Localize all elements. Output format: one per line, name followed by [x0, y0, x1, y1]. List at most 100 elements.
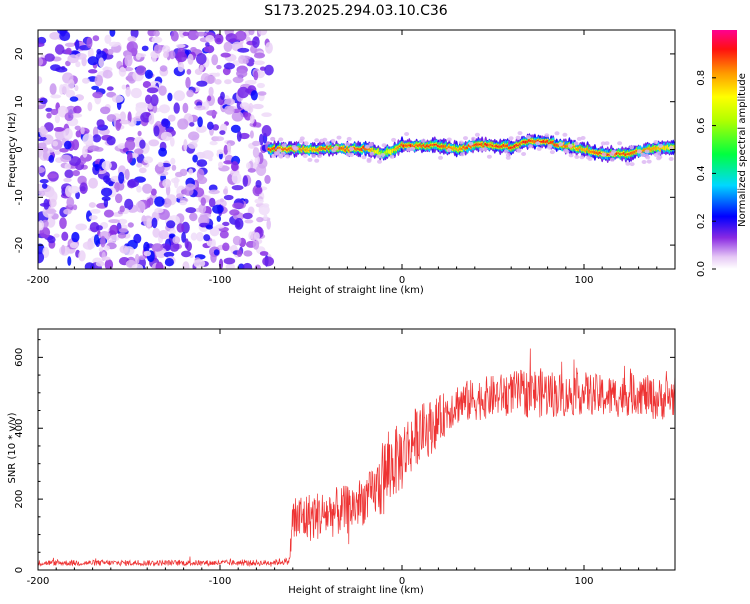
noise-speckle	[242, 262, 253, 269]
noise-speckle	[249, 114, 255, 124]
noise-speckle	[124, 54, 133, 67]
signal-halo	[564, 149, 570, 154]
noise-speckle	[141, 45, 149, 52]
noise-speckle	[124, 168, 130, 180]
noise-speckle	[262, 256, 274, 267]
signal-halo	[658, 143, 664, 148]
noise-speckle	[232, 235, 242, 246]
signal-halo	[554, 131, 560, 136]
noise-speckle	[98, 57, 104, 68]
signal-halo	[486, 154, 492, 159]
noise-speckle	[75, 191, 80, 200]
signal-halo	[349, 146, 354, 151]
noise-speckle	[103, 245, 110, 251]
signal-halo	[474, 132, 480, 137]
signal-halo	[438, 155, 443, 160]
noise-speckle	[181, 250, 192, 258]
noise-speckle	[136, 162, 143, 168]
noise-speckle	[167, 92, 173, 102]
noise-speckle	[223, 105, 235, 115]
noise-speckle	[198, 214, 210, 226]
noise-speckle	[239, 132, 250, 140]
noise-speckle	[49, 83, 57, 95]
noise-speckle	[72, 170, 80, 177]
noise-speckle	[109, 30, 116, 37]
snr-panel: -200 -100 0 100 0 200 400 600 Height of straigh…	[7, 328, 676, 596]
noise-speckle	[69, 96, 79, 102]
noise-speckle	[111, 94, 124, 103]
noise-speckle	[244, 79, 257, 85]
noise-speckle	[216, 149, 224, 155]
noise-speckle	[95, 225, 103, 231]
spectrogram-x-tick-label: -100	[209, 275, 232, 286]
spectrogram-y-tick-label: 0	[14, 146, 25, 152]
signal-halo	[285, 154, 291, 159]
noise-speckle	[187, 53, 194, 65]
noise-speckle	[39, 190, 46, 197]
spectrogram-x-tick-label: 100	[574, 275, 593, 286]
signal-halo	[278, 137, 284, 142]
noise-speckle	[162, 45, 171, 54]
noise-speckle	[208, 197, 216, 208]
noise-speckle	[118, 228, 129, 233]
snr-axes: -200 -100 0 100 0 200 400 600	[14, 329, 675, 587]
noise-speckle	[203, 46, 211, 53]
noise-speckle	[63, 177, 72, 183]
noise-speckle	[223, 257, 236, 265]
noise-speckle	[135, 65, 147, 76]
noise-speckle	[150, 188, 157, 196]
signal-halo	[601, 152, 607, 157]
noise-speckle	[68, 185, 80, 194]
signal-halo	[404, 132, 410, 136]
noise-speckle	[127, 222, 134, 228]
noise-speckle	[73, 105, 82, 114]
noise-speckle	[236, 100, 242, 110]
noise-speckle	[103, 198, 109, 208]
noise-speckle	[148, 197, 154, 206]
signal-halo	[646, 159, 652, 164]
noise-speckle	[264, 64, 274, 76]
signal-halo	[657, 155, 663, 160]
noise-speckle	[67, 256, 72, 266]
noise-speckle	[172, 236, 181, 244]
noise-speckle	[192, 154, 198, 163]
noise-speckle	[63, 128, 73, 140]
noise-speckle	[77, 175, 87, 185]
noise-speckle	[190, 232, 198, 241]
noise-speckle	[89, 222, 100, 233]
noise-speckle	[253, 52, 266, 59]
noise-speckle	[72, 204, 78, 211]
noise-speckle	[136, 53, 147, 58]
noise-speckle	[207, 95, 212, 102]
noise-speckle	[190, 47, 197, 52]
noise-speckle	[197, 116, 203, 128]
noise-speckle	[50, 108, 59, 116]
noise-speckle	[82, 241, 95, 250]
spectrogram-y-tick-label: 20	[14, 48, 25, 61]
signal-halo	[333, 145, 339, 150]
signal-halo	[574, 154, 580, 159]
noise-speckle	[196, 80, 208, 87]
signal-halo	[420, 138, 426, 143]
signal-halo	[459, 152, 465, 157]
noise-speckle	[224, 98, 236, 106]
noise-speckle	[116, 182, 125, 191]
noise-speckle	[43, 122, 54, 132]
snr-x-tick-label: -200	[27, 576, 50, 587]
noise-speckle	[64, 112, 74, 121]
noise-speckle	[162, 178, 172, 188]
noise-speckle	[181, 231, 187, 243]
spectrogram-y-tick-label: -10	[14, 189, 25, 205]
noise-speckle	[188, 141, 198, 149]
noise-speckle	[196, 231, 204, 242]
noise-speckle	[119, 205, 125, 213]
noise-speckle	[54, 114, 61, 124]
noise-speckle	[212, 204, 224, 214]
noise-speckle	[176, 223, 185, 233]
noise-speckle	[135, 103, 147, 114]
noise-speckle	[108, 219, 120, 224]
noise-speckle	[232, 60, 241, 66]
signal-halo	[303, 141, 309, 146]
